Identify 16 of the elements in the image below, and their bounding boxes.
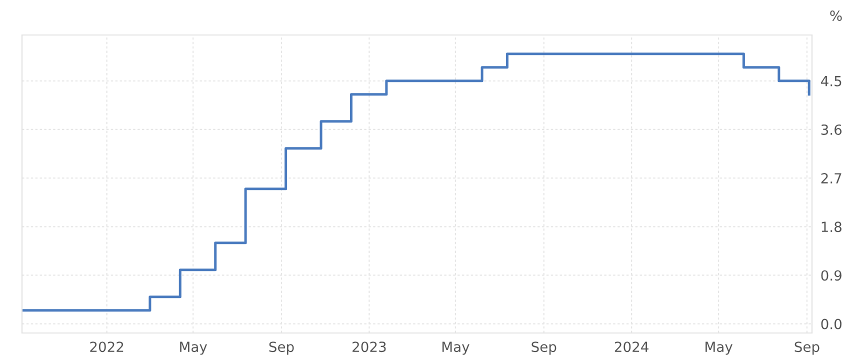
x-tick-label: May	[180, 342, 208, 355]
y-tick-label: 0.0	[821, 318, 842, 330]
x-tick-label: 2024	[614, 342, 648, 352]
y-tick-label: 4.5	[821, 76, 842, 86]
y-tick-label: 0.9	[821, 270, 842, 281]
x-tick-label: May	[442, 342, 470, 355]
y-axis-title: %	[830, 10, 842, 22]
x-tick-label: Sep	[794, 342, 820, 355]
x-tick-label: 2023	[352, 342, 386, 352]
y-tick-label: 3.6	[821, 124, 842, 135]
x-tick-label: May	[706, 342, 732, 355]
y-tick-label: 2.7	[821, 173, 842, 184]
x-tick-label: 2022	[90, 342, 124, 352]
x-tick-label: Sep	[532, 342, 556, 355]
y-tick-label: 1.8	[822, 222, 842, 232]
x-tick-label: Sep	[269, 342, 294, 355]
